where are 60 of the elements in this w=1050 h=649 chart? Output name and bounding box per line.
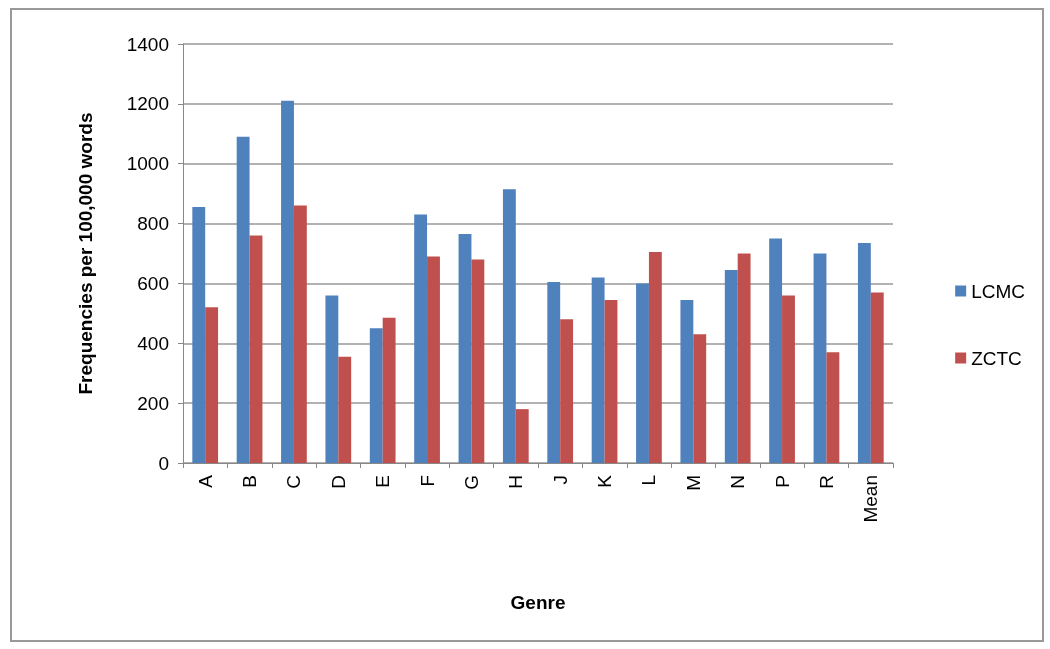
y-axis-title: Frequencies per 100,000 words — [75, 112, 96, 395]
x-tick-label: K — [594, 474, 616, 488]
bar — [281, 100, 294, 463]
bar — [427, 256, 440, 463]
bar — [604, 299, 618, 463]
legend-label: ZCTC — [971, 347, 1022, 369]
x-tick-label: Mean — [860, 475, 882, 523]
x-tick-label: H — [505, 475, 527, 489]
x-tick-label: B — [239, 475, 261, 488]
bar — [813, 253, 827, 463]
x-tick-label: F — [416, 475, 438, 487]
x-tick-label: J — [549, 475, 571, 485]
y-tick-label: 1200 — [126, 93, 169, 115]
bar — [636, 283, 649, 463]
x-tick-label: A — [194, 474, 216, 488]
bar — [648, 252, 662, 463]
bar — [857, 243, 871, 463]
bar — [560, 319, 574, 463]
x-tick-label: L — [638, 475, 660, 486]
bar — [591, 277, 605, 463]
bar — [192, 207, 206, 463]
bar — [769, 238, 783, 463]
y-tick-label: 800 — [137, 213, 169, 235]
y-tick-label: 200 — [137, 392, 169, 414]
x-tick-label: D — [327, 475, 349, 489]
bar — [515, 409, 529, 463]
bar — [724, 269, 738, 463]
bar — [502, 189, 516, 463]
bar — [680, 299, 694, 463]
x-tick-label: R — [815, 475, 837, 489]
bar — [205, 307, 219, 463]
x-tick-label: N — [727, 475, 749, 489]
x-tick-label: G — [460, 475, 482, 490]
bar — [338, 356, 352, 463]
bar — [737, 253, 751, 463]
x-axis-title: Genre — [510, 592, 566, 613]
bar — [249, 235, 263, 463]
y-tick-label: 0 — [158, 452, 169, 474]
bar — [382, 317, 396, 463]
y-tick-label: 1400 — [126, 33, 169, 55]
bar — [870, 292, 884, 463]
x-tick-label: C — [283, 475, 305, 489]
bar — [826, 352, 840, 463]
bar — [547, 281, 561, 463]
bar — [236, 136, 250, 463]
x-tick-label: E — [372, 475, 394, 488]
x-tick-label: P — [771, 475, 793, 488]
bar — [782, 295, 795, 463]
bar — [471, 259, 485, 463]
bar — [369, 328, 383, 463]
x-tick-label: M — [682, 475, 704, 491]
legend-label: LCMC — [971, 280, 1026, 302]
y-tick-label: 600 — [137, 272, 169, 294]
bar — [458, 234, 472, 463]
y-tick-label: 1000 — [126, 153, 169, 175]
bar — [293, 205, 307, 463]
bar — [693, 334, 707, 463]
y-tick-label: 400 — [137, 332, 169, 354]
bar — [325, 295, 339, 463]
bar — [414, 214, 428, 463]
